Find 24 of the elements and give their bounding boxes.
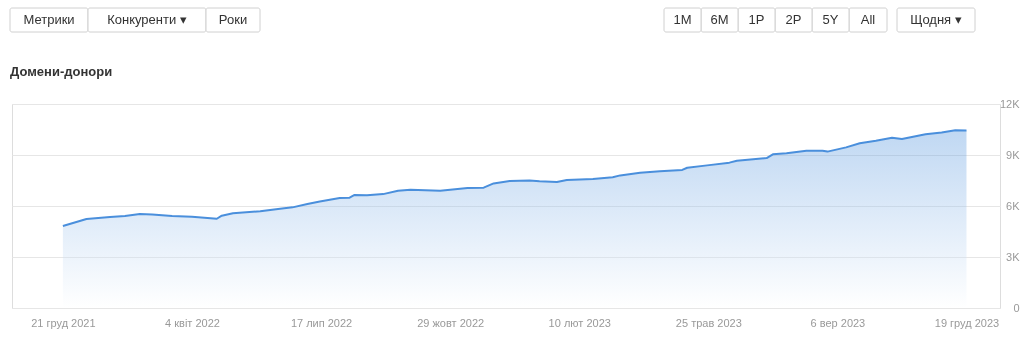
text: Щодня ▾ — [910, 12, 962, 27]
chart-title: Домени-донори — [10, 64, 113, 79]
x-tick-label: 19 груд 2023 — [934, 316, 1000, 329]
x-tick-label: 6 вер 2023 — [810, 316, 866, 329]
y-tick-label: 0 — [1013, 301, 1020, 314]
x-tick-label: 10 лют 2023 — [548, 316, 611, 329]
y-tick-label: 9K — [1006, 148, 1021, 161]
text: Метрики — [23, 12, 75, 27]
text: 6M — [710, 12, 729, 27]
y-tick-label: 3K — [1006, 250, 1021, 263]
text: Конкуренти ▾ — [107, 12, 187, 27]
y-tick-label: 6K — [1006, 199, 1021, 212]
text: 2P — [785, 12, 802, 27]
text: 1M — [673, 12, 692, 27]
text: All — [860, 12, 876, 27]
x-tick-label: 21 груд 2021 — [31, 316, 96, 329]
x-tick-label: 17 лип 2022 — [290, 316, 353, 329]
text: 1P — [748, 12, 765, 27]
text: 5Y — [822, 12, 839, 27]
y-tick-label: 12K — [999, 97, 1021, 110]
x-tick-label: 29 жовт 2022 — [417, 316, 485, 329]
x-tick-label: 25 трав 2023 — [675, 316, 742, 329]
x-tick-label: 4 квіт 2022 — [165, 316, 220, 329]
text: Роки — [218, 12, 248, 27]
